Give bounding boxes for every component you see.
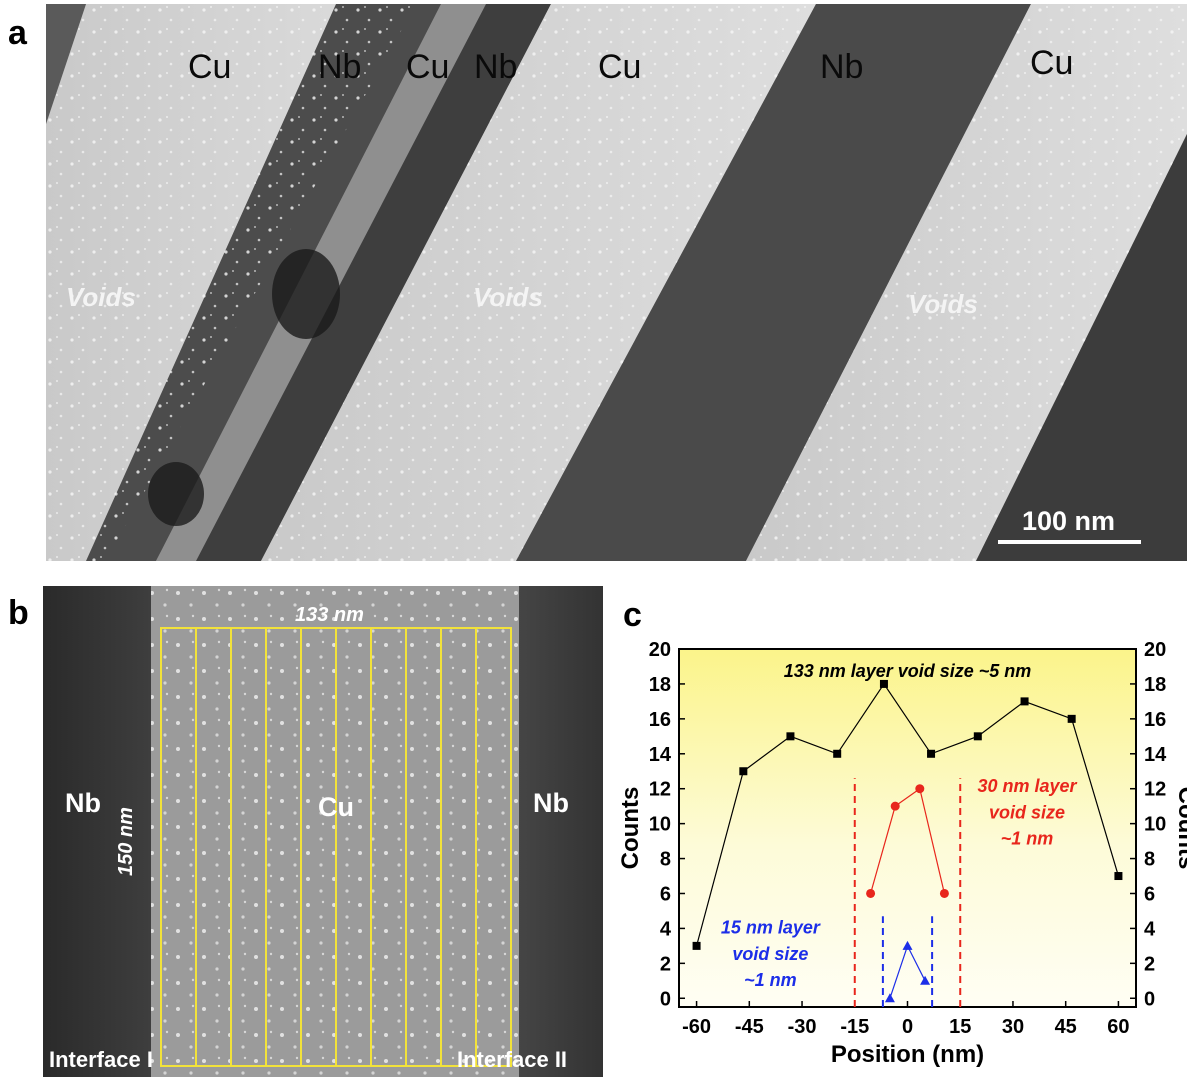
y-tick-label-left: 10 [649, 814, 671, 836]
annotation-2: void size [989, 802, 1065, 822]
annotation-4: 15 nm layer [721, 918, 821, 938]
annotation-5: void size [732, 944, 808, 964]
nb-label-left: Nb [65, 788, 101, 818]
annotation-0: 133 nm layer void size ~5 nm [784, 661, 1032, 681]
panel-c-letter: c [623, 596, 642, 634]
data-point-square [1114, 872, 1123, 881]
layer-label-cu-3: Cu [598, 48, 642, 86]
y-tick-label-right: 2 [1144, 953, 1155, 975]
tem-image-panel-b: 133 nm Nb Cu Nb 150 nm Interface I Inter… [43, 586, 603, 1077]
data-point-square [692, 941, 701, 950]
y-tick-label-left: 18 [649, 674, 671, 696]
void-count-chart: 0 0 2 2 4 4 6 6 8 8 10 10 12 12 14 14 16 16 18 18 20 20 -60 -45… [605, 586, 1187, 1077]
annotation-3: ~1 nm [1001, 829, 1054, 849]
width-label: 133 nm [295, 604, 364, 626]
data-point-circle [890, 801, 900, 811]
layer-label-cu-2: Cu [406, 48, 450, 86]
y-tick-label-right: 8 [1144, 849, 1155, 871]
data-point-square [1067, 714, 1076, 723]
panel-a-letter: a [8, 14, 27, 52]
tem-closeup [43, 586, 603, 1077]
y-tick-label-right: 18 [1144, 674, 1166, 696]
x-tick-label: -30 [788, 1016, 817, 1038]
voids-label-1: Voids [66, 282, 136, 312]
layer-label-nb-2: Nb [474, 48, 518, 86]
y-tick-label-left: 6 [660, 883, 671, 905]
x-tick-label: -15 [840, 1016, 869, 1038]
x-tick-label: -60 [682, 1016, 711, 1038]
interface-ii-label: Interface II [457, 1047, 568, 1072]
data-point-square [973, 732, 982, 741]
data-point-square [739, 767, 748, 776]
data-point-triangle [884, 993, 895, 1003]
chart-svg: 0 0 2 2 4 4 6 6 8 8 10 10 12 12 14 14 16 16 18 18 20 20 -60 -45… [617, 639, 1187, 1068]
y-tick-label-right: 10 [1144, 814, 1166, 836]
data-point-square [833, 749, 842, 758]
y-tick-label-right: 0 [1144, 988, 1155, 1010]
x-tick-label: -45 [735, 1016, 764, 1038]
y-tick-label-left: 16 [649, 709, 671, 731]
layer-label-cu-4: Cu [1030, 44, 1074, 82]
annotation-1: 30 nm layer [977, 776, 1077, 796]
height-label: 150 nm [115, 807, 137, 876]
data-point-square [1020, 697, 1029, 706]
y-tick-label-left: 8 [660, 849, 671, 871]
data-point-square [927, 749, 936, 758]
voids-label-2: Voids [473, 282, 543, 312]
y-tick-label-right: 12 [1144, 779, 1166, 801]
annotation-6: ~1 nm [744, 970, 797, 990]
series-line-1 [870, 787, 945, 894]
data-point-square [879, 679, 888, 688]
y-tick-label-left: 12 [649, 779, 671, 801]
x-tick-label: 45 [1055, 1016, 1077, 1038]
y-tick-label-left: 20 [649, 639, 671, 661]
tem-image-panel-a: Cu Nb Cu Nb Cu Nb Cu Voids Voids Voids 1… [46, 4, 1187, 561]
y-axis-label: Counts [617, 787, 644, 870]
x-tick-label: 30 [1002, 1016, 1024, 1038]
analysis-grid [160, 627, 512, 1067]
series-line-0 [695, 682, 1119, 947]
x-tick-label: 0 [902, 1016, 913, 1038]
data-point-circle [939, 888, 949, 898]
voids-label-3: Voids [908, 289, 978, 319]
y-axis-label-right: Counts [1173, 787, 1187, 870]
layer-label-nb-3: Nb [820, 48, 864, 86]
layer-label-nb-1: Nb [318, 48, 362, 86]
data-point-circle [915, 784, 925, 794]
scale-bar [998, 540, 1141, 544]
y-tick-label-right: 14 [1144, 744, 1167, 766]
y-tick-label-left: 2 [660, 953, 671, 975]
scale-bar-label: 100 nm [1022, 506, 1116, 536]
y-tick-label-left: 14 [649, 744, 672, 766]
layer-label-cu-1: Cu [188, 48, 232, 86]
y-tick-label-right: 4 [1144, 918, 1156, 940]
data-point-square [786, 732, 795, 741]
interface-i-label: Interface I [49, 1047, 153, 1072]
x-tick-label: 60 [1107, 1016, 1129, 1038]
data-point-triangle [920, 975, 931, 985]
y-tick-label-right: 20 [1144, 639, 1166, 661]
cu-label-center: Cu [318, 792, 354, 822]
y-tick-label-right: 6 [1144, 883, 1155, 905]
y-tick-label-left: 4 [660, 918, 672, 940]
x-axis-label: Position (nm) [831, 1041, 984, 1068]
y-tick-label-right: 16 [1144, 709, 1166, 731]
data-point-circle [866, 888, 876, 898]
data-point-triangle [902, 940, 913, 950]
x-tick-label: 15 [949, 1016, 971, 1038]
nb-label-right: Nb [533, 788, 569, 818]
tem-micrograph [46, 4, 1187, 561]
y-tick-label-left: 0 [660, 988, 671, 1010]
panel-b-letter: b [8, 594, 29, 632]
